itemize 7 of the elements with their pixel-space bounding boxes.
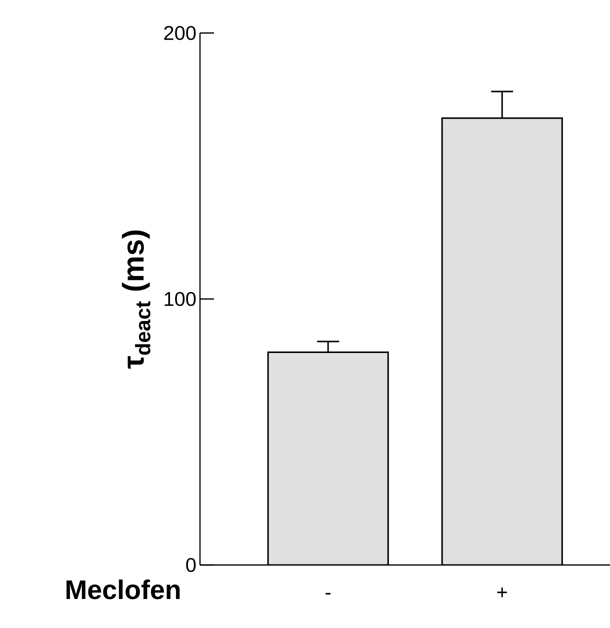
x-tick-label: + [497, 588, 507, 598]
y-tick-label: 200 [164, 26, 196, 40]
x-axis-title: Meclofen [66, 580, 180, 600]
y-tick-label: 100 [164, 292, 196, 306]
y-axis-title: τ$_{deact}$ (ms) [122, 230, 150, 369]
y-tick-label: 0 [186, 558, 196, 572]
x-tick-label: - [326, 592, 331, 594]
